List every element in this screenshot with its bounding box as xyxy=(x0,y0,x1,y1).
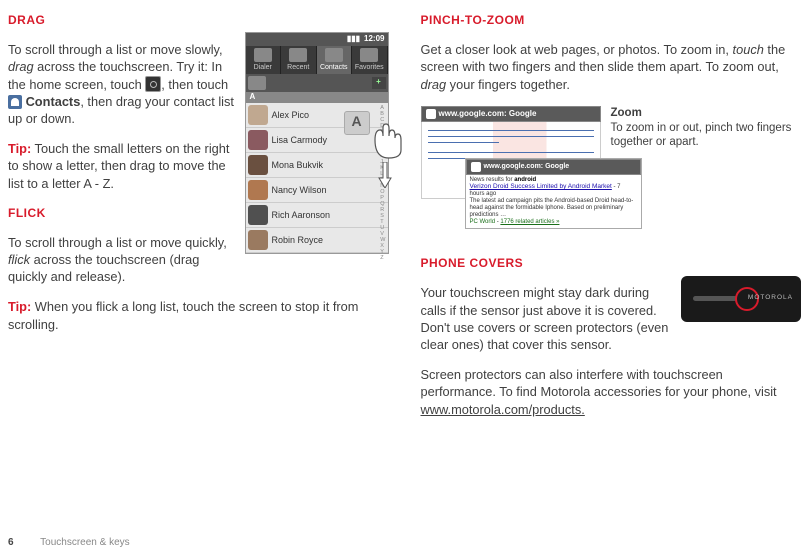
phone-tabs: Dialer Recent Contacts Favorites xyxy=(246,46,388,74)
section-name: Touchscreen & keys xyxy=(40,537,130,548)
zoom-illustration: www.google.com: Google www.google.com: G… xyxy=(421,106,802,200)
url-text: www.google.com: Google xyxy=(439,109,537,120)
avatar xyxy=(248,155,268,175)
contacts-icon xyxy=(8,95,22,109)
page-footer: 6 Touchscreen & keys xyxy=(8,537,130,548)
clock: 12:09 xyxy=(364,34,384,45)
news-prefix: News results for xyxy=(470,177,515,183)
url-text: www.google.com: Google xyxy=(484,162,570,171)
zoom-inset: www.google.com: Google News results for … xyxy=(465,158,642,229)
news-headline[interactable]: Verizon Droid Success Limited by Android… xyxy=(470,183,612,190)
drag-hand-icon xyxy=(367,120,407,160)
tab-dialer[interactable]: Dialer xyxy=(246,46,282,74)
tab-recent[interactable]: Recent xyxy=(281,46,317,74)
brand-label: MOTOROLA xyxy=(748,294,793,303)
tab-favorites[interactable]: Favorites xyxy=(352,46,388,74)
covers-body2: Screen protectors can also interfere wit… xyxy=(421,366,802,418)
heading-drag: DRAG xyxy=(8,12,389,28)
browser-bar: www.google.com: Google xyxy=(421,106,601,123)
add-contact-button[interactable]: + xyxy=(372,77,386,89)
site-icon xyxy=(426,109,436,119)
contacts-add-row: + xyxy=(246,74,388,92)
flick-tip: Tip: When you flick a long list, touch t… xyxy=(8,298,389,333)
section-header: A xyxy=(246,92,388,103)
drag-arrow-icon xyxy=(377,162,393,188)
contact-name: Robin Royce xyxy=(272,234,324,246)
contact-name: Mona Bukvik xyxy=(272,159,324,171)
zoom-caption: To zoom in or out, pinch two fingers tog… xyxy=(611,122,792,149)
products-link[interactable]: www.motorola.com/products. xyxy=(421,402,585,417)
site-icon xyxy=(471,162,481,172)
menu-icon xyxy=(145,76,161,92)
zoom-label: Zoom xyxy=(611,106,802,121)
heading-pinch: PINCH-TO-ZOOM xyxy=(421,12,802,28)
page-number: 6 xyxy=(8,537,14,548)
news-snippet: The latest ad campaign pits the Android-… xyxy=(470,198,634,218)
related-link[interactable]: 1776 related articles » xyxy=(500,219,559,225)
avatar xyxy=(248,130,268,150)
heading-covers: PHONE COVERS xyxy=(421,255,802,271)
avatar xyxy=(248,230,268,250)
contact-name: Lisa Carmody xyxy=(272,134,328,146)
avatar xyxy=(248,205,268,225)
contact-name: Nancy Wilson xyxy=(272,184,327,196)
phone-earpiece-illustration: MOTOROLA xyxy=(681,276,801,322)
list-item[interactable]: Rich Aaronson xyxy=(246,203,388,228)
news-source: PC World xyxy=(470,219,496,225)
contact-name: Rich Aaronson xyxy=(272,209,331,221)
contact-name: Alex Pico xyxy=(272,109,310,121)
pinch-body: Get a closer look at web pages, or photo… xyxy=(421,41,802,93)
signal-icon: ▮▮▮ xyxy=(347,34,360,45)
list-item[interactable]: Robin Royce xyxy=(246,228,388,253)
phone-mock: ▮▮▮ 12:09 Dialer Recent Contacts Favorit… xyxy=(245,32,389,254)
avatar-icon xyxy=(248,76,266,90)
news-query: android xyxy=(514,177,536,183)
avatar xyxy=(248,105,268,125)
tab-contacts[interactable]: Contacts xyxy=(317,46,353,74)
list-item[interactable]: Nancy Wilson xyxy=(246,178,388,203)
avatar xyxy=(248,180,268,200)
speaker-icon xyxy=(693,296,737,301)
